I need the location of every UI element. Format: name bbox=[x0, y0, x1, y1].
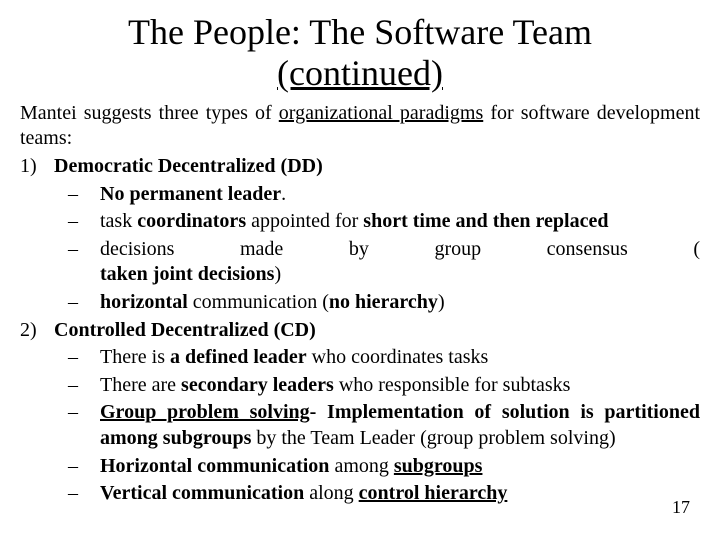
text: ) bbox=[438, 291, 445, 313]
text: ( bbox=[693, 237, 700, 263]
text: No permanent leader bbox=[100, 183, 281, 205]
text: control hierarchy bbox=[359, 482, 508, 504]
text: Group problem solving bbox=[100, 401, 310, 423]
text: subgroups bbox=[394, 455, 483, 477]
dash-icon: – bbox=[68, 373, 100, 399]
bullet-1-1: – No permanent leader. bbox=[20, 182, 700, 208]
slide-body: Mantei suggests three types of organizat… bbox=[20, 101, 700, 507]
list-item-1: 1) Democratic Decentralized (DD) bbox=[20, 154, 700, 180]
list-label-2: Controlled Decentralized (CD) bbox=[54, 318, 316, 344]
bullet-1-4: – horizontal communication (no hierarchy… bbox=[20, 290, 700, 316]
page-number: 17 bbox=[672, 497, 690, 518]
bullet-content: decisions made by group consensus ( take… bbox=[100, 237, 700, 288]
text: among bbox=[329, 455, 393, 477]
list-marker-2: 2) bbox=[20, 318, 54, 344]
text: who coordinates tasks bbox=[307, 346, 489, 368]
dash-icon: – bbox=[68, 454, 100, 480]
text: taken joint decisions bbox=[100, 263, 274, 285]
bullet-2-5: – Vertical communication along control h… bbox=[20, 481, 700, 507]
bullet-content: Vertical communication along control hie… bbox=[100, 481, 700, 507]
dash-icon: – bbox=[68, 182, 100, 208]
list-item-2: 2) Controlled Decentralized (CD) bbox=[20, 318, 700, 344]
text: by bbox=[349, 237, 369, 263]
bullet-content: horizontal communication (no hierarchy) bbox=[100, 290, 700, 316]
bullet-2-2: – There are secondary leaders who respon… bbox=[20, 373, 700, 399]
bullet-2-1: – There is a defined leader who coordina… bbox=[20, 345, 700, 371]
bullet-2-3: – Group problem solving- Implementation … bbox=[20, 400, 700, 451]
bullet-content: There is a defined leader who coordinate… bbox=[100, 345, 700, 371]
text: communication ( bbox=[188, 291, 329, 313]
bullet-content: task coordinators appointed for short ti… bbox=[100, 209, 700, 235]
dash-icon: – bbox=[68, 345, 100, 371]
slide-title: The People: The Software Team (continued… bbox=[20, 12, 700, 95]
bullet-1-2: – task coordinators appointed for short … bbox=[20, 209, 700, 235]
text: horizontal bbox=[100, 291, 188, 313]
text: who responsible for subtasks bbox=[334, 374, 571, 396]
text: There is bbox=[100, 346, 170, 368]
text: a defined leader bbox=[170, 346, 307, 368]
text: coordinators bbox=[137, 210, 246, 232]
bullet-content: No permanent leader. bbox=[100, 182, 700, 208]
dash-icon: – bbox=[68, 290, 100, 316]
slide: The People: The Software Team (continued… bbox=[0, 0, 720, 540]
text: along bbox=[304, 482, 358, 504]
dash-icon: – bbox=[68, 400, 100, 426]
text: secondary leaders bbox=[181, 374, 334, 396]
intro-text: Mantei suggests three types of organizat… bbox=[20, 101, 700, 152]
text: task bbox=[100, 210, 137, 232]
title-line2: (continued) bbox=[277, 53, 443, 93]
text: Horizontal communication bbox=[100, 455, 329, 477]
text: group bbox=[434, 237, 481, 263]
title-line1: The People: The Software Team bbox=[128, 12, 592, 52]
text: short time and then replaced bbox=[363, 210, 608, 232]
text: ) bbox=[274, 263, 281, 285]
list-marker-1: 1) bbox=[20, 154, 54, 180]
dash-icon: – bbox=[68, 237, 100, 263]
bullet-1-3: – decisions made by group consensus ( ta… bbox=[20, 237, 700, 288]
text: made bbox=[240, 237, 283, 263]
text: appointed for bbox=[246, 210, 363, 232]
bullet-content: Horizontal communication among subgroups bbox=[100, 454, 700, 480]
text: no hierarchy bbox=[329, 291, 438, 313]
text: Vertical communication bbox=[100, 482, 304, 504]
bullet-2-4: – Horizontal communication among subgrou… bbox=[20, 454, 700, 480]
text: There are bbox=[100, 374, 181, 396]
intro-pre: Mantei suggests three types of bbox=[20, 102, 279, 124]
text: consensus bbox=[547, 237, 628, 263]
text: by the Team Leader (group problem solvin… bbox=[251, 427, 615, 449]
bullet-content: There are secondary leaders who responsi… bbox=[100, 373, 700, 399]
list-label-1: Democratic Decentralized (DD) bbox=[54, 154, 323, 180]
dash-icon: – bbox=[68, 481, 100, 507]
intro-underlined: organizational paradigms bbox=[279, 102, 483, 124]
text: decisions bbox=[100, 237, 174, 263]
text: . bbox=[281, 183, 286, 205]
bullet-content: Group problem solving- Implementation of… bbox=[100, 400, 700, 451]
dash-icon: – bbox=[68, 209, 100, 235]
